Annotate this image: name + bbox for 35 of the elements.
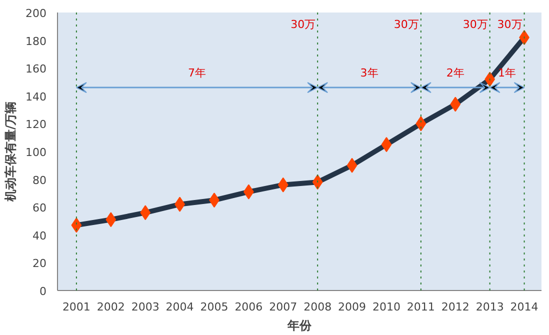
ref-line-label: 30万 [394,18,419,32]
y-tick-label: 120 [26,118,47,132]
y-tick-label: 140 [26,90,47,104]
annotation: 7年 [188,66,206,80]
x-tick-label: 2005 [200,300,228,314]
y-axis-title: 机动车保有量/万辆 [4,101,18,203]
y-tick-label: 160 [26,62,47,76]
annotation: 2年 [446,66,464,80]
y-tick-label: 180 [26,34,47,48]
y-tick-label: 60 [32,202,47,215]
x-tick-label: 2009 [338,300,366,314]
y-tick-label: 100 [26,146,47,159]
ref-line-label: 30万 [497,18,522,32]
y-tick-label: 0 [40,285,46,298]
x-tick-label: 2006 [234,300,263,314]
y-tick-label: 20 [32,257,47,270]
x-tick-label: 2010 [372,300,400,314]
x-tick-label: 2003 [131,300,160,314]
x-tick-label: 2004 [166,300,194,314]
x-tick-label: 2014 [510,300,538,314]
ref-line-label: 30万 [290,18,316,32]
y-tick-label: 200 [26,7,47,20]
annotation: 3年 [360,66,378,80]
annotation: 1年 [498,66,516,80]
x-tick-label: 2008 [304,300,332,314]
x-tick-label: 2012 [441,300,470,314]
ref-line-label: 30万 [462,18,488,32]
x-axis-title: 年份 [286,318,312,332]
x-tick-label: 2011 [406,300,435,314]
x-tick-label: 2013 [476,300,504,314]
x-tick-label: 2001 [62,300,90,314]
x-tick-label: 2002 [96,300,125,314]
x-tick-label: 2007 [269,300,298,314]
y-tick-label: 80 [32,174,47,187]
y-tick-label: 40 [32,229,47,242]
